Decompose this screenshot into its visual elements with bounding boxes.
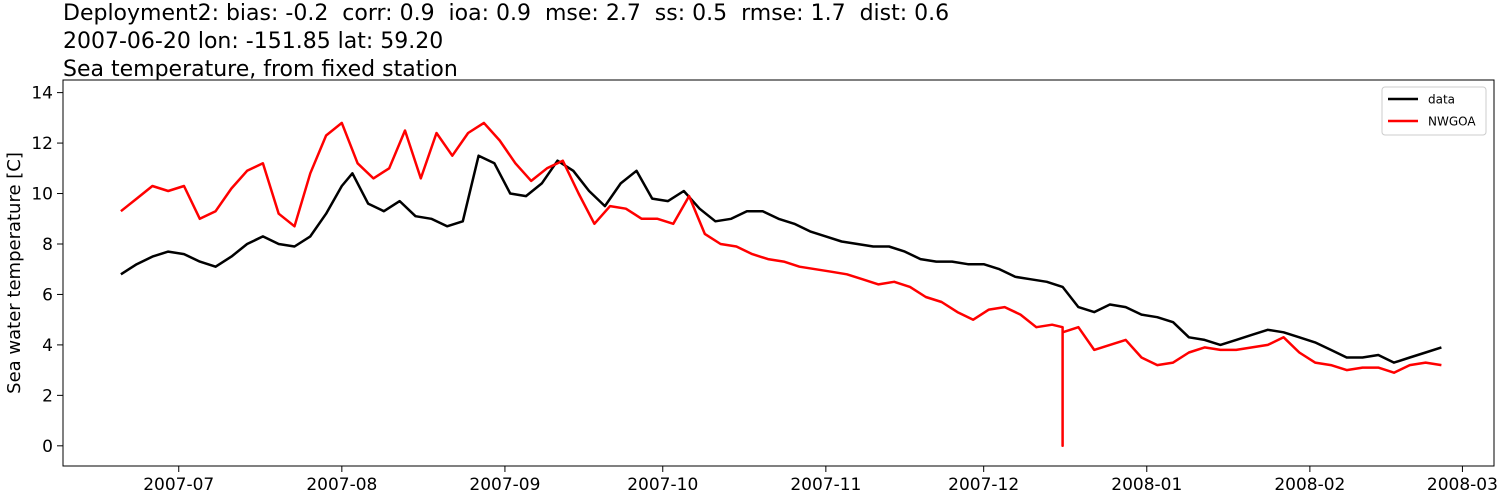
y-tick-label: 4 [42,336,53,356]
x-tick-label: 2008-01 [1111,475,1182,495]
y-tick-label: 6 [42,285,53,305]
legend-label-nwgoa: NWGOA [1428,115,1476,129]
x-tick-label: 2007-12 [948,475,1019,495]
x-tick-label: 2007-08 [306,475,377,495]
x-tick-label: 2008-03 [1427,475,1498,495]
y-axis-label: Sea water temperature [C] [4,152,25,394]
y-tick-label: 14 [31,84,53,104]
y-tick-label: 10 [31,185,53,205]
series-line-nwgoa [120,121,1442,448]
y-axis: 0 2 4 6 8 10 12 14 [31,84,63,457]
y-tick-label: 12 [31,134,53,154]
y-tick-label: 8 [42,235,53,255]
y-tick-label: 0 [42,437,53,457]
plot-frame [62,79,1495,467]
series-layer [120,121,1442,448]
legend-label-data: data [1428,93,1455,107]
series-line-data [120,154,1442,364]
chart-title-stats: Deployment2: bias: -0.2 corr: 0.9 ioa: 0… [63,1,950,26]
x-tick-label: 2007-10 [627,475,698,495]
chart-title-block: Deployment2: bias: -0.2 corr: 0.9 ioa: 0… [63,0,949,84]
legend: data NWGOA [1381,86,1487,136]
chart-title-variable: Sea temperature, from fixed station [63,57,458,82]
x-tick-label: 2008-02 [1274,475,1345,495]
x-tick-label: 2007-11 [790,475,861,495]
y-tick-label: 2 [42,386,53,406]
chart-title-location: 2007-06-20 lon: -151.85 lat: 59.20 [63,29,444,54]
x-tick-label: 2007-07 [143,475,214,495]
x-tick-label: 2007-09 [469,475,540,495]
x-axis: 2007-07 2007-08 2007-09 2007-10 2007-11 2007-… [143,466,1498,495]
